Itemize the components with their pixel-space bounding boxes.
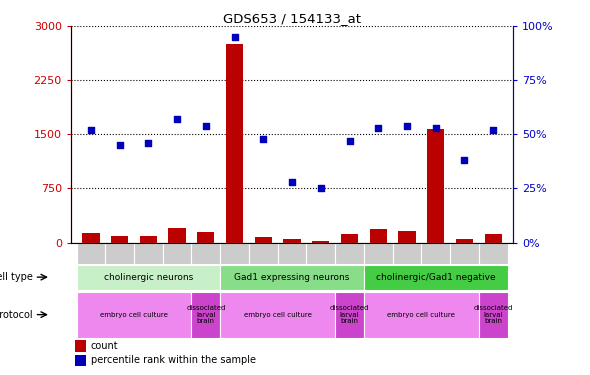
Bar (369, 229, 387, 243)
Bar (77, 243, 105, 264)
Bar (255, 237, 272, 243)
Bar (249, 243, 278, 264)
Bar (197, 232, 215, 243)
Bar (364, 291, 479, 338)
Bar (192, 291, 220, 338)
Point (402, 123, 412, 129)
Bar (77, 265, 220, 290)
Point (316, 186, 326, 192)
Point (230, 34, 240, 40)
Text: cholinergic/Gad1 negative: cholinergic/Gad1 negative (376, 273, 496, 282)
Bar (75, 340, 86, 352)
Bar (450, 243, 479, 264)
Bar (111, 236, 128, 243)
Bar (456, 239, 473, 243)
Bar (364, 265, 507, 290)
Point (115, 142, 124, 148)
Bar (220, 291, 335, 338)
Bar (421, 243, 450, 264)
Bar (278, 243, 306, 264)
Bar (479, 291, 507, 338)
Bar (105, 243, 134, 264)
Text: embryo cell culture: embryo cell culture (100, 312, 168, 318)
Bar (163, 243, 192, 264)
Bar (77, 291, 192, 338)
Text: protocol: protocol (0, 310, 33, 320)
Text: dissociated
larval
brain: dissociated larval brain (474, 305, 513, 324)
Point (431, 125, 441, 131)
Bar (82, 233, 100, 243)
Text: cholinergic neurons: cholinergic neurons (104, 273, 193, 282)
Point (143, 140, 153, 146)
Bar (392, 243, 421, 264)
Bar (220, 243, 249, 264)
Text: count: count (91, 341, 119, 351)
Bar (484, 234, 502, 243)
Bar (341, 234, 358, 243)
Point (287, 179, 297, 185)
Text: percentile rank within the sample: percentile rank within the sample (91, 355, 255, 365)
Text: dissociated
larval
brain: dissociated larval brain (330, 305, 369, 324)
Bar (335, 243, 364, 264)
Point (258, 136, 268, 142)
Text: Gad1 expressing neurons: Gad1 expressing neurons (234, 273, 350, 282)
Bar (192, 243, 220, 264)
Title: GDS653 / 154133_at: GDS653 / 154133_at (223, 12, 361, 25)
Bar (283, 239, 301, 243)
Text: embryo cell culture: embryo cell culture (244, 312, 312, 318)
Bar (398, 231, 415, 243)
Point (373, 125, 383, 131)
Text: dissociated
larval
brain: dissociated larval brain (186, 305, 225, 324)
Bar (306, 243, 335, 264)
Bar (169, 228, 186, 243)
Point (345, 138, 354, 144)
Text: embryo cell culture: embryo cell culture (388, 312, 455, 318)
Bar (226, 44, 243, 243)
Bar (364, 243, 392, 264)
Point (489, 127, 498, 133)
Point (460, 158, 469, 164)
Bar (134, 243, 163, 264)
Bar (427, 129, 444, 243)
Bar (335, 291, 364, 338)
Text: cell type: cell type (0, 272, 33, 282)
Point (86, 127, 96, 133)
Point (172, 116, 182, 122)
Bar (479, 243, 507, 264)
Bar (220, 265, 364, 290)
Bar (140, 236, 157, 243)
Point (201, 123, 211, 129)
Bar (312, 241, 329, 243)
Bar (75, 354, 86, 366)
